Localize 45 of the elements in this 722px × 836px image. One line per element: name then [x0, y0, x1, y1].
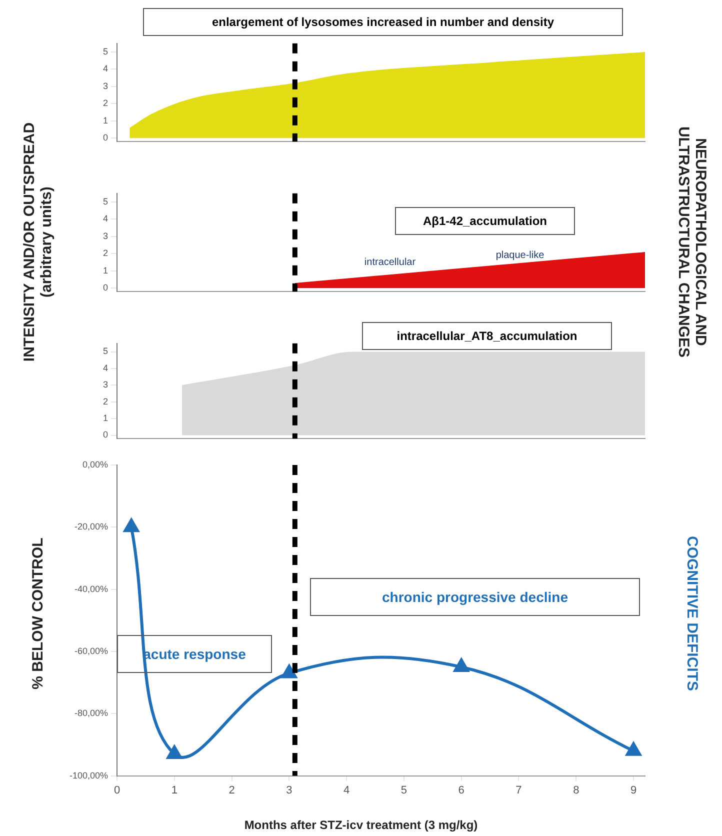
y-tick-label: 3	[102, 80, 108, 91]
x-tick-label: 4	[344, 784, 350, 796]
x-tick-label: 8	[573, 784, 580, 796]
y-tick-label: -40,00%	[74, 584, 108, 594]
y-tick-label: 5	[102, 196, 108, 206]
y-tick-label: 0,00%	[82, 459, 108, 470]
y2-axis-title: COGNITIVE DEFICITS	[684, 534, 700, 692]
text: intracellular_AT8_accumulation	[362, 322, 612, 350]
y-tick-label: -100,00%	[69, 770, 108, 780]
x-tick-label: 5	[400, 784, 408, 796]
y-tick-label: 2	[102, 98, 108, 108]
y-tick-label: 4	[102, 362, 108, 373]
y-axis-title: % BELOW CONTROL	[30, 536, 46, 691]
x-tick-label: 7	[516, 784, 522, 796]
annotation: plaque-like	[494, 250, 546, 261]
y-tick-label: -60,00%	[74, 646, 108, 656]
x-tick-label: 0	[114, 784, 120, 796]
x-tick-label: 6	[458, 784, 464, 796]
text: enlargement of lysosomes increased in number and density	[143, 8, 623, 36]
x-tick-label: 3	[286, 784, 292, 796]
y-tick-label: 1	[102, 413, 108, 424]
y-tick-label: 1	[102, 115, 108, 126]
x-tick-label: 9	[630, 784, 637, 796]
y-tick-label: 5	[102, 46, 108, 56]
y-tick-label: 4	[102, 214, 108, 224]
y-tick-label: 3	[102, 230, 108, 241]
x-tick-label: 1	[171, 784, 178, 796]
y-tick-label: -80,00%	[74, 708, 108, 718]
y-tick-label: 0	[102, 132, 108, 143]
x-axis-title: Months after STZ-icv treatment (3 mg/kg)	[243, 818, 479, 832]
y-tick-label: 5	[102, 346, 108, 356]
y-tick-label: 1	[102, 265, 108, 276]
y-tick-label: -20,00%	[74, 522, 108, 532]
y-tick-label: 2	[102, 396, 108, 406]
annotation: intracellular	[363, 257, 417, 268]
annotation: chronic progressive decline	[310, 578, 640, 616]
y-tick-label: 2	[102, 248, 108, 258]
y-tick-label: 0	[102, 282, 108, 293]
annotation: Aβ1-42_accumulation	[395, 207, 575, 235]
y-tick-label: 0	[102, 430, 108, 440]
y-tick-label: 4	[102, 64, 108, 74]
y-axis-title: INTENSITY AND/OR OUTSPREAD (arbitrary units)	[21, 120, 55, 364]
x-tick-label: 2	[228, 784, 235, 796]
y-tick-label: 3	[102, 380, 108, 390]
y2-axis-title: NEUROPATHOLOGICAL AND ULTRASTRUCTURAL CHANGES	[675, 124, 709, 360]
